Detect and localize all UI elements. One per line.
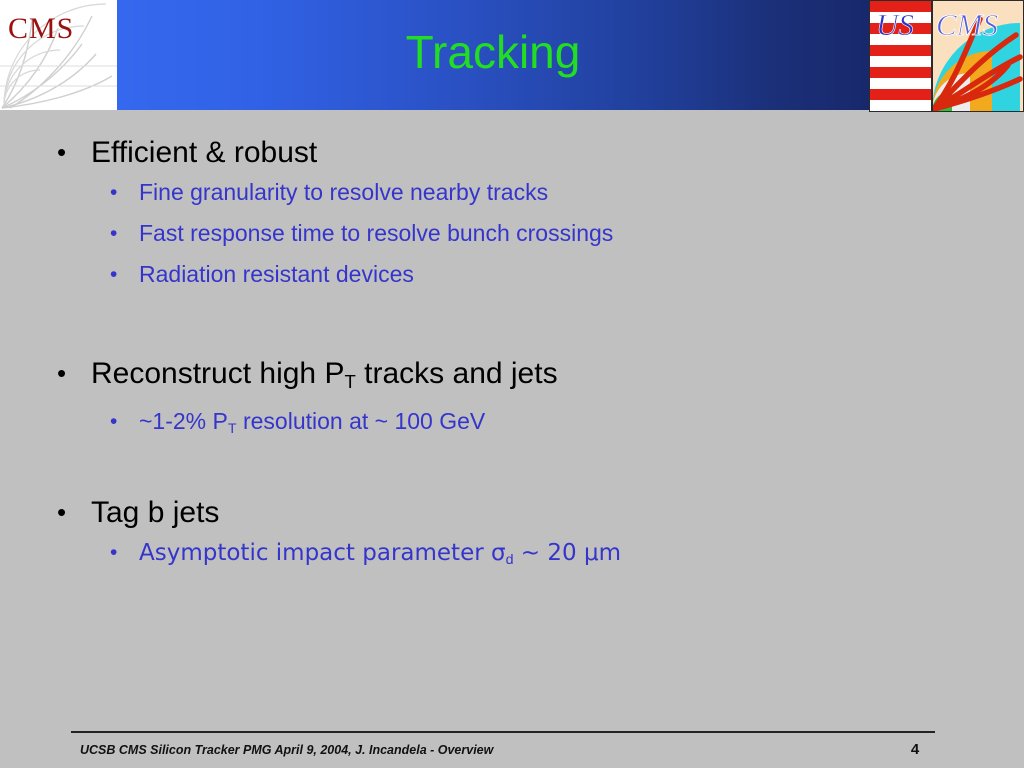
footer-divider xyxy=(71,731,935,733)
bullet-group-3: Tag b jets Asymptotic impact parameter σ… xyxy=(55,493,985,581)
sub-text-post: resolution at ~ 100 GeV xyxy=(236,408,486,435)
heading-text-pre: Reconstruct high P xyxy=(91,357,345,390)
sub-bullet-fine-granularity: Fine granularity to resolve nearby track… xyxy=(55,172,985,213)
footer-caption: UCSB CMS Silicon Tracker PMG April 9, 20… xyxy=(80,743,494,757)
cms-logo-text: CMS xyxy=(8,12,75,45)
title-banner: Tracking xyxy=(117,0,869,110)
impact-text-pre: Asymptotic impact parameter σ xyxy=(139,540,506,566)
sub-subscript: T xyxy=(227,421,237,438)
cms-track-lines-icon xyxy=(0,3,117,109)
slide-body: Efficient & robust Fine granularity to r… xyxy=(0,112,1024,712)
bullet-heading-reconstruct-high-pt: Reconstruct high PT tracks and jets xyxy=(55,354,985,401)
us-cms-emblem-icon: US CMS xyxy=(870,1,1023,111)
sub-text-pre: ~1-2% P xyxy=(139,408,228,435)
bullet-heading-efficient-robust: Efficient & robust xyxy=(55,133,985,172)
impact-text-post: ~ 20 μm xyxy=(513,540,622,566)
heading-text-post: tracks and jets xyxy=(355,357,558,390)
heading-subscript: T xyxy=(344,371,356,393)
bullet-heading-tag-b-jets: Tag b jets xyxy=(55,493,985,532)
sub-bullet-radiation-resistant: Radiation resistant devices xyxy=(55,254,985,295)
svg-text:US: US xyxy=(876,7,914,42)
impact-subscript: d xyxy=(505,551,514,568)
svg-text:CMS: CMS xyxy=(936,7,998,42)
slide-header: Tracking CMS xyxy=(0,0,1024,112)
sub-bullet-pt-resolution: ~1-2% PT resolution at ~ 100 GeV xyxy=(55,401,985,450)
cms-logo: CMS xyxy=(0,0,117,110)
page-title: Tracking xyxy=(405,26,581,78)
bullet-group-2: Reconstruct high PT tracks and jets ~1-2… xyxy=(55,354,985,450)
us-cms-logo: US CMS xyxy=(869,0,1024,112)
sub-bullet-fast-response: Fast response time to resolve bunch cros… xyxy=(55,213,985,254)
sub-bullet-impact-parameter: Asymptotic impact parameter σd ~ 20 μm xyxy=(55,532,985,581)
page-number: 4 xyxy=(910,741,920,758)
bullet-group-1: Efficient & robust Fine granularity to r… xyxy=(55,133,985,295)
